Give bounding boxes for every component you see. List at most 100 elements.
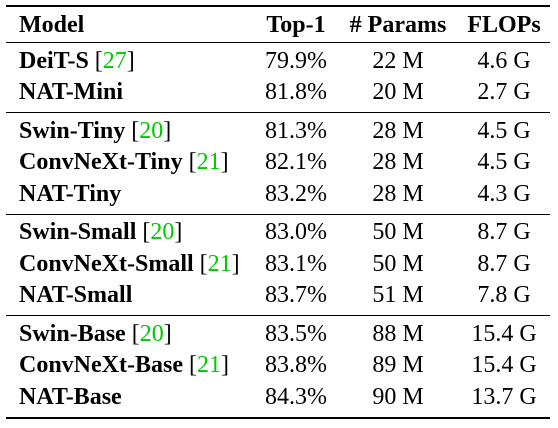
citation-open-bracket: [ — [131, 117, 140, 144]
row-group: DeiT-S [27] 79.9% 22 M 4.6 G NAT-Mini 81.8% 20… — [6, 43, 550, 112]
top1-cell: 83.0% — [265, 219, 327, 246]
model-name: Swin-Tiny — [19, 117, 126, 144]
citation-link[interactable]: 21 — [196, 352, 221, 379]
top1-cell: 83.7% — [265, 282, 327, 309]
citation-close-bracket: ] — [220, 352, 229, 379]
table-row: ConvNeXt-Tiny [21] 82.1% 28 M 4.5 G — [6, 147, 550, 179]
table-row: NAT-Base 84.3% 90 M 13.7 G — [6, 381, 550, 413]
params-cell: 50 M — [372, 219, 424, 246]
top-rule — [6, 5, 550, 7]
model-cell: Swin-Small [20] — [19, 220, 182, 244]
row-group: Swin-Tiny [20] 81.3% 28 M 4.5 G ConvNeXt-Tin… — [6, 113, 550, 214]
citation-close-bracket: ] — [126, 47, 135, 74]
citation-link[interactable]: 20 — [139, 320, 164, 347]
citation-open-bracket: [ — [142, 219, 151, 246]
flops-cell: 7.8 G — [477, 282, 531, 309]
flops-cell: 4.5 G — [477, 149, 531, 176]
citation-link[interactable]: 21 — [207, 250, 232, 277]
flops-cell: 15.4 G — [471, 352, 537, 379]
model-name: NAT-Tiny — [19, 180, 122, 207]
flops-cell: 4.5 G — [477, 117, 531, 144]
top1-cell: 83.1% — [265, 250, 327, 277]
params-cell: 22 M — [372, 47, 424, 74]
model-cell: NAT-Base — [19, 385, 122, 409]
citation-close-bracket: ] — [220, 149, 229, 176]
params-cell: 28 M — [372, 180, 424, 207]
table-row: Swin-Tiny [20] 81.3% 28 M 4.5 G — [6, 115, 550, 147]
flops-cell: 8.7 G — [477, 250, 531, 277]
top1-cell: 81.8% — [265, 79, 327, 106]
citation-close-bracket: ] — [163, 117, 172, 144]
model-cell: ConvNeXt-Small [21] — [19, 252, 240, 276]
table-row: NAT-Small 83.7% 51 M 7.8 G — [6, 280, 550, 312]
citation-link[interactable]: 27 — [102, 47, 127, 74]
table-row: Swin-Base [20] 83.5% 88 M 15.4 G — [6, 318, 550, 350]
model-cell: NAT-Tiny — [19, 182, 121, 206]
model-name: DeiT-S — [19, 47, 89, 74]
params-cell: 28 M — [372, 149, 424, 176]
citation-close-bracket: ] — [231, 250, 240, 277]
header-row: Model Top-1 # Params FLOPs — [6, 7, 550, 42]
citation-link[interactable]: 20 — [150, 219, 175, 246]
table-row: NAT-Mini 81.8% 20 M 2.7 G — [6, 77, 550, 109]
header-params: # Params — [349, 11, 447, 38]
model-cell: Swin-Base [20] — [19, 322, 172, 346]
model-cell: DeiT-S [27] — [19, 49, 135, 73]
model-name: Swin-Base — [19, 320, 126, 347]
model-cell: Swin-Tiny [20] — [19, 119, 171, 143]
citation-open-bracket: [ — [188, 149, 197, 176]
flops-cell: 13.7 G — [471, 383, 537, 410]
top1-cell: 83.8% — [265, 352, 327, 379]
citation-close-bracket: ] — [174, 219, 183, 246]
model-cell: NAT-Mini — [19, 80, 123, 104]
params-cell: 50 M — [372, 250, 424, 277]
flops-cell: 4.6 G — [477, 47, 531, 74]
top1-cell: 84.3% — [265, 383, 327, 410]
model-name: NAT-Mini — [19, 79, 124, 106]
citation-open-bracket: [ — [131, 320, 140, 347]
results-table: Model Top-1 # Params FLOPs DeiT-S [27] 79… — [6, 5, 550, 419]
table-row: Swin-Small [20] 83.0% 50 M 8.7 G — [6, 217, 550, 249]
group-divider — [6, 112, 550, 113]
params-cell: 20 M — [372, 79, 424, 106]
top1-cell: 79.9% — [265, 47, 327, 74]
header-flops: FLOPs — [467, 11, 541, 38]
params-cell: 28 M — [372, 117, 424, 144]
top1-cell: 82.1% — [265, 149, 327, 176]
table-body: DeiT-S [27] 79.9% 22 M 4.6 G NAT-Mini 81.8% 20… — [6, 43, 550, 417]
top1-cell: 83.5% — [265, 320, 327, 347]
header-top1: Top-1 — [266, 11, 326, 38]
citation-close-bracket: ] — [163, 320, 172, 347]
flops-cell: 4.3 G — [477, 180, 531, 207]
model-cell: ConvNeXt-Tiny [21] — [19, 150, 229, 174]
model-cell: NAT-Small — [19, 283, 132, 307]
citation-open-bracket: [ — [94, 47, 103, 74]
params-cell: 51 M — [372, 282, 424, 309]
flops-cell: 2.7 G — [477, 79, 531, 106]
table-row: ConvNeXt-Small [21] 83.1% 50 M 8.7 G — [6, 248, 550, 280]
header-model: Model — [19, 11, 85, 38]
top1-cell: 81.3% — [265, 117, 327, 144]
model-name: ConvNeXt-Small — [19, 250, 194, 277]
model-name: ConvNeXt-Base — [19, 352, 183, 379]
top1-cell: 83.2% — [265, 180, 327, 207]
row-group: Swin-Base [20] 83.5% 88 M 15.4 G ConvNeXt-Ba… — [6, 316, 550, 417]
flops-cell: 8.7 G — [477, 219, 531, 246]
model-name: NAT-Small — [19, 282, 133, 309]
citation-open-bracket: [ — [199, 250, 208, 277]
table-row: ConvNeXt-Base [21] 83.8% 89 M 15.4 G — [6, 350, 550, 382]
group-divider — [6, 213, 550, 215]
model-name: ConvNeXt-Tiny — [19, 149, 183, 176]
group-divider — [6, 315, 550, 316]
model-name: NAT-Base — [19, 383, 122, 410]
bottom-rule — [6, 416, 550, 419]
header-rule — [6, 42, 550, 43]
citation-link[interactable]: 20 — [139, 117, 164, 144]
params-cell: 90 M — [372, 383, 424, 410]
params-cell: 88 M — [372, 320, 424, 347]
table-row: DeiT-S [27] 79.9% 22 M 4.6 G — [6, 45, 550, 77]
model-name: Swin-Small — [19, 219, 137, 246]
flops-cell: 15.4 G — [471, 320, 537, 347]
citation-open-bracket: [ — [188, 352, 197, 379]
citation-link[interactable]: 21 — [196, 149, 221, 176]
